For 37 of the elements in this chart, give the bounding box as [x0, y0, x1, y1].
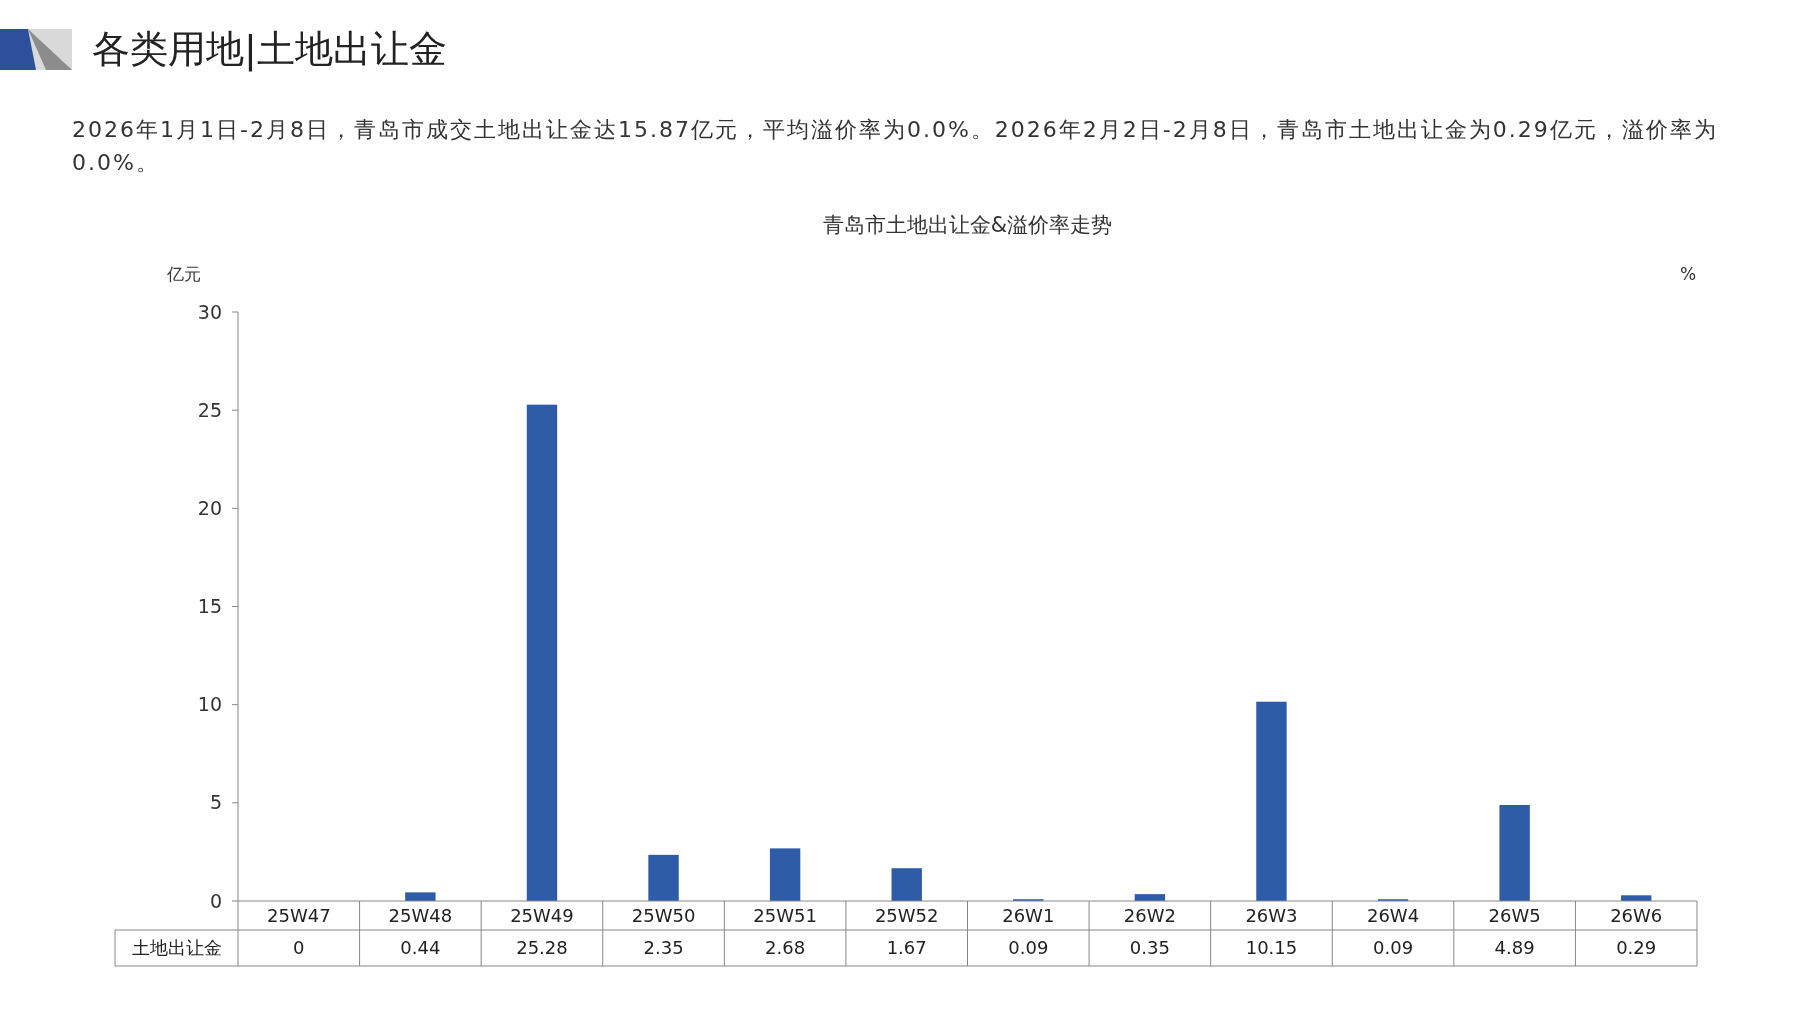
- y-tick-label: 15: [197, 595, 222, 618]
- data-label: 25.28: [516, 937, 568, 959]
- text: 2026年1月1日-2月8日，青岛市成交土地出让金达15.87亿元，平均溢价率为0.0%。2026年2月2日-2月8日，青岛市土地出让金为0.29亿元，溢价率为0.0%。: [72, 117, 1718, 175]
- data-label: 4.89: [1494, 937, 1535, 959]
- x-tick-label: 25W47: [266, 904, 331, 926]
- data-label: 0: [293, 937, 305, 959]
- data-label: 0.09: [1008, 937, 1049, 959]
- x-tick-label: 25W51: [753, 904, 817, 926]
- y2-axis-title: %: [1679, 264, 1697, 284]
- y-tick-label: 5: [209, 791, 222, 814]
- data-label: 0.44: [400, 937, 441, 959]
- data-label: 2.68: [765, 937, 806, 959]
- x-tick-label: 25W48: [388, 904, 453, 926]
- y-axis-title: 亿元: [166, 264, 201, 284]
- data-label: 0.29: [1616, 937, 1657, 959]
- y-tick-label: 0: [209, 889, 222, 912]
- x-tick-label: 25W50: [631, 904, 696, 926]
- chart-title: 青岛市土地出让金&溢价率走势: [822, 213, 1113, 237]
- y-tick-label: 20: [197, 496, 222, 519]
- x-tick-label: 26W4: [1366, 904, 1420, 926]
- x-tick-label: 26W5: [1488, 904, 1541, 926]
- x-tick-label: 25W52: [874, 904, 939, 926]
- data-label: 2.35: [643, 937, 684, 959]
- data-label: 0.09: [1373, 937, 1414, 959]
- data-label: 10.15: [1245, 937, 1298, 959]
- y-tick-label: 25: [197, 398, 222, 421]
- x-tick-label: 25W49: [510, 904, 574, 926]
- data-label: 0.35: [1129, 937, 1170, 959]
- x-tick-label: 26W6: [1610, 904, 1663, 926]
- x-tick-label: 26W2: [1123, 904, 1176, 926]
- y-tick-label: 10: [197, 693, 222, 716]
- text: 各类用地|土地出让金: [92, 27, 447, 72]
- y-tick-label: 30: [197, 300, 222, 323]
- data-label: 1.67: [886, 937, 927, 959]
- x-tick-label: 26W1: [1002, 904, 1055, 926]
- x-tick-label: 26W3: [1245, 904, 1298, 926]
- text: 土地出让金: [131, 937, 222, 959]
